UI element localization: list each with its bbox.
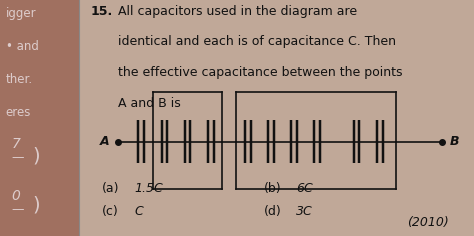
Text: identical and each is of capacitance C. Then: identical and each is of capacitance C. … (118, 35, 396, 48)
Text: eres: eres (6, 106, 31, 119)
Text: the effective capacitance between the points: the effective capacitance between the po… (118, 66, 402, 79)
Text: —: — (11, 203, 24, 216)
Text: 0: 0 (11, 189, 20, 203)
Text: 15.: 15. (91, 5, 112, 18)
Text: ): ) (32, 146, 40, 165)
Text: ): ) (32, 196, 40, 215)
Text: (d): (d) (264, 205, 282, 218)
Text: 6C: 6C (296, 182, 313, 195)
Text: ther.: ther. (6, 73, 33, 86)
Text: igger: igger (6, 7, 36, 20)
Text: (b): (b) (264, 182, 282, 195)
Text: • and: • and (6, 40, 38, 53)
Text: (c): (c) (102, 205, 118, 218)
Text: 1.5C: 1.5C (134, 182, 163, 195)
Text: A: A (100, 135, 110, 148)
Text: 3C: 3C (296, 205, 313, 218)
Text: (2010): (2010) (408, 216, 449, 229)
Text: C: C (134, 205, 143, 218)
Text: All capacitors used in the diagram are: All capacitors used in the diagram are (118, 5, 357, 18)
Text: —: — (11, 151, 24, 164)
Text: 7: 7 (11, 137, 20, 151)
Text: A and B is: A and B is (118, 97, 181, 110)
Text: B: B (449, 135, 459, 148)
Bar (0, 0, 79, 236)
Text: (a): (a) (102, 182, 119, 195)
